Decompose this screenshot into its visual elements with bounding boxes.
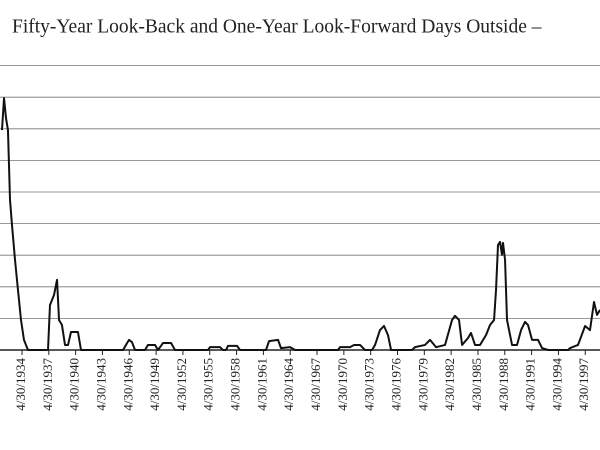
x-tick-label: 4/30/1979 <box>415 358 430 411</box>
x-tick-label: 4/30/1997 <box>576 358 591 411</box>
x-tick-label: 4/30/1973 <box>362 358 377 411</box>
x-tick-label: 4/30/1976 <box>388 358 403 411</box>
x-tick-label: 4/30/1955 <box>201 358 216 411</box>
x-tick-label: 4/30/1943 <box>93 358 108 411</box>
x-tick-label: 4/30/1991 <box>523 358 538 411</box>
x-tick-label: 4/30/1964 <box>281 358 296 411</box>
x-tick-label: 4/30/1958 <box>228 358 243 411</box>
x-tick-label: 4/30/1988 <box>496 358 511 411</box>
x-tick-label: 4/30/1994 <box>549 358 564 411</box>
data-line <box>0 97 600 351</box>
x-tick-label: 4/30/1970 <box>335 358 350 411</box>
x-tick-label: 4/30/1985 <box>469 358 484 411</box>
x-tick-label: 4/30/1949 <box>147 358 162 411</box>
chart-title: Fifty-Year Look-Back and One-Year Look-F… <box>12 16 542 37</box>
x-tick-label: 4/30/1940 <box>67 358 82 411</box>
x-tick-label: 4/30/1946 <box>120 358 135 411</box>
x-tick-label: 4/30/1934 <box>13 358 28 411</box>
x-tick-label: 4/30/1937 <box>40 358 55 411</box>
x-tick-label: 4/30/1967 <box>308 358 323 411</box>
x-tick-label: 4/30/1982 <box>442 358 457 411</box>
x-tick-label: 4/30/1961 <box>254 358 269 411</box>
x-tick-label: 4/30/1952 <box>174 358 189 411</box>
